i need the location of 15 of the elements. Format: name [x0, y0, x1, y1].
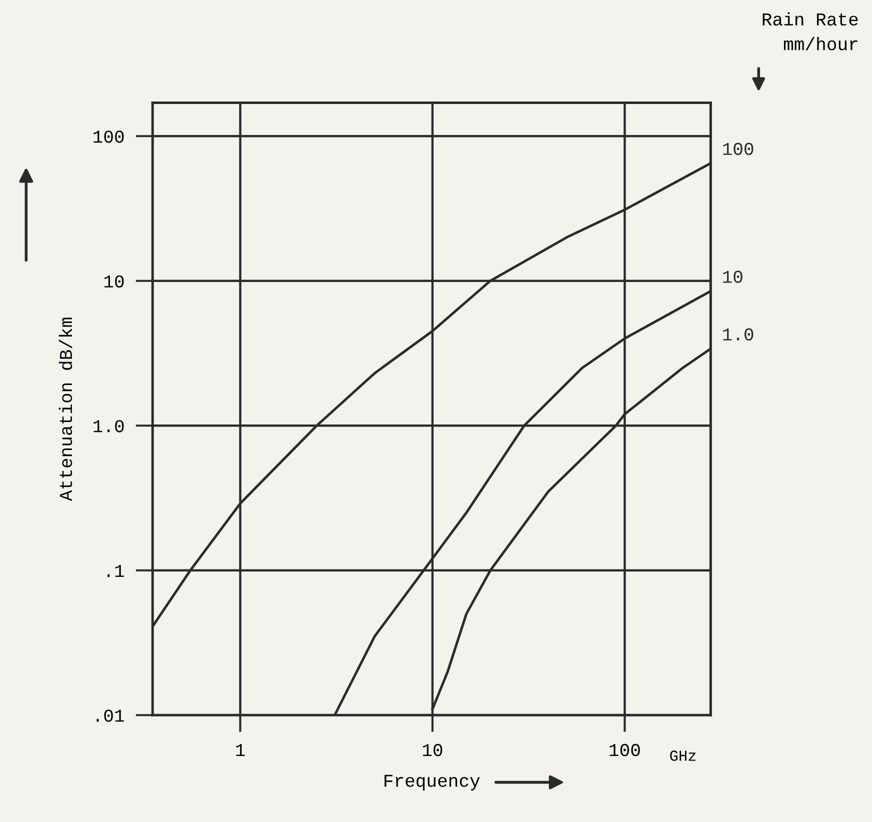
legend-title: Rain Rate mm/hour	[762, 12, 858, 50]
x-tick-label: 100	[610, 744, 640, 756]
y-tick-label: .01	[96, 710, 124, 722]
y-axis-title: Attenuation dB/km	[58, 318, 72, 502]
series-label: 100	[723, 142, 754, 156]
x-tick-label: 1	[236, 744, 245, 756]
x-tick-label: 10	[422, 744, 442, 756]
text: GHz	[670, 750, 696, 761]
series-label: 10	[723, 270, 742, 283]
x-axis-title: Frequency	[384, 774, 480, 790]
y-tick-label: 10	[104, 275, 124, 288]
y-tick-label: .1	[108, 565, 124, 577]
y-tick-label: 100	[94, 130, 124, 143]
y-tick-label: 1.0	[94, 420, 124, 432]
series-label: 1.0	[723, 328, 754, 341]
